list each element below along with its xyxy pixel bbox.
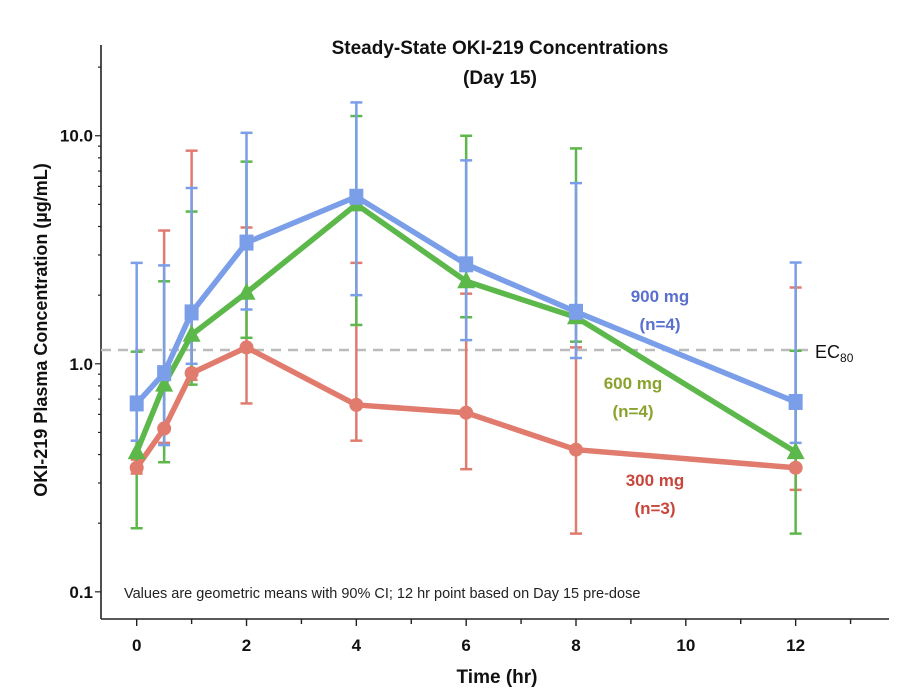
series-label-300-mg: 300 mg [626,471,685,490]
data-point-triangle [182,324,201,342]
chart-title-line-1: Steady-State OKI-219 Concentrations [332,38,669,59]
series-label-900-mg: 900 mg [631,287,690,306]
y-tick-label: 1.0 [69,355,93,374]
x-tick-label: 12 [786,636,805,655]
series-n-label-300-mg: (n=3) [634,499,675,518]
data-point-square [349,188,364,205]
data-point-square [239,234,254,251]
x-tick-label: 8 [571,636,580,655]
data-point-triangle [237,282,256,300]
series-n-label-900-mg: (n=4) [639,315,680,334]
data-point-square [184,304,199,321]
series-label-600-mg: 600 mg [604,374,663,393]
x-tick-label: 10 [676,636,695,655]
axes: 0 2 4 6 8 10 12 0.1 1.0 10.0 [60,45,889,655]
data-point-triangle [155,374,174,392]
data-point-circle [157,421,172,436]
data-point-triangle [786,442,805,460]
footnote-annotation: Values are geometric means with 90% CI; … [124,586,640,602]
data-point-square [129,395,144,412]
series-labels: 300 mg (n=3) 600 mg (n=4) 900 mg (n=4) [604,287,690,518]
data-point-square [157,365,172,382]
data-point-square [788,393,803,410]
data-point-circle [459,405,474,420]
data-point-circle [239,340,254,355]
y-tick-label: 10.0 [60,127,93,146]
series-900-mg [130,101,802,447]
data-point-circle [129,460,144,475]
data-point-square [568,303,583,320]
data-point-square [459,256,474,273]
data-point-circle [349,397,364,412]
y-tick-label: 0.1 [69,583,93,602]
series-group [127,101,805,535]
series-line [134,194,797,406]
series-line-300-mg [129,340,803,475]
series-line-900-mg [129,188,803,412]
data-point-triangle [127,442,146,460]
x-tick-label: 0 [132,636,141,655]
x-axis-label: Time (hr) [457,667,538,688]
ec80-subscript: 80 [840,351,854,365]
ec80-label: EC80 [815,342,854,365]
data-point-circle [568,442,583,457]
x-tick-label: 6 [461,636,470,655]
data-point-triangle [457,271,476,289]
data-point-circle [788,460,803,475]
series-n-label-600-mg: (n=4) [612,402,653,421]
x-tick-label: 4 [352,636,362,655]
chart-title-line-2: (Day 15) [463,68,537,89]
x-tick-label: 2 [242,636,251,655]
series-line [134,344,796,471]
data-point-circle [184,366,199,381]
y-axis-label: OKI-219 Plasma Concentration (µg/mL) [31,163,51,496]
